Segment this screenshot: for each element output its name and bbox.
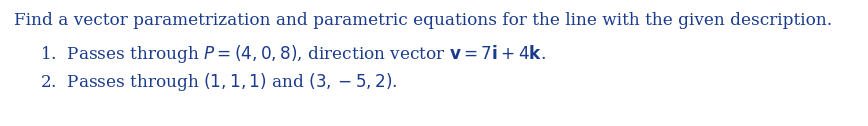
Text: 1.  Passes through $P = (4, 0, 8)$, direction vector $\mathbf{v} = 7\mathbf{i} +: 1. Passes through $P = (4, 0, 8)$, direc… xyxy=(40,43,546,65)
Text: 2.  Passes through $(1, 1, 1)$ and $(3, -5, 2)$.: 2. Passes through $(1, 1, 1)$ and $(3, -… xyxy=(40,71,398,93)
Text: Find a vector parametrization and parametric equations for the line with the giv: Find a vector parametrization and parame… xyxy=(14,12,832,29)
